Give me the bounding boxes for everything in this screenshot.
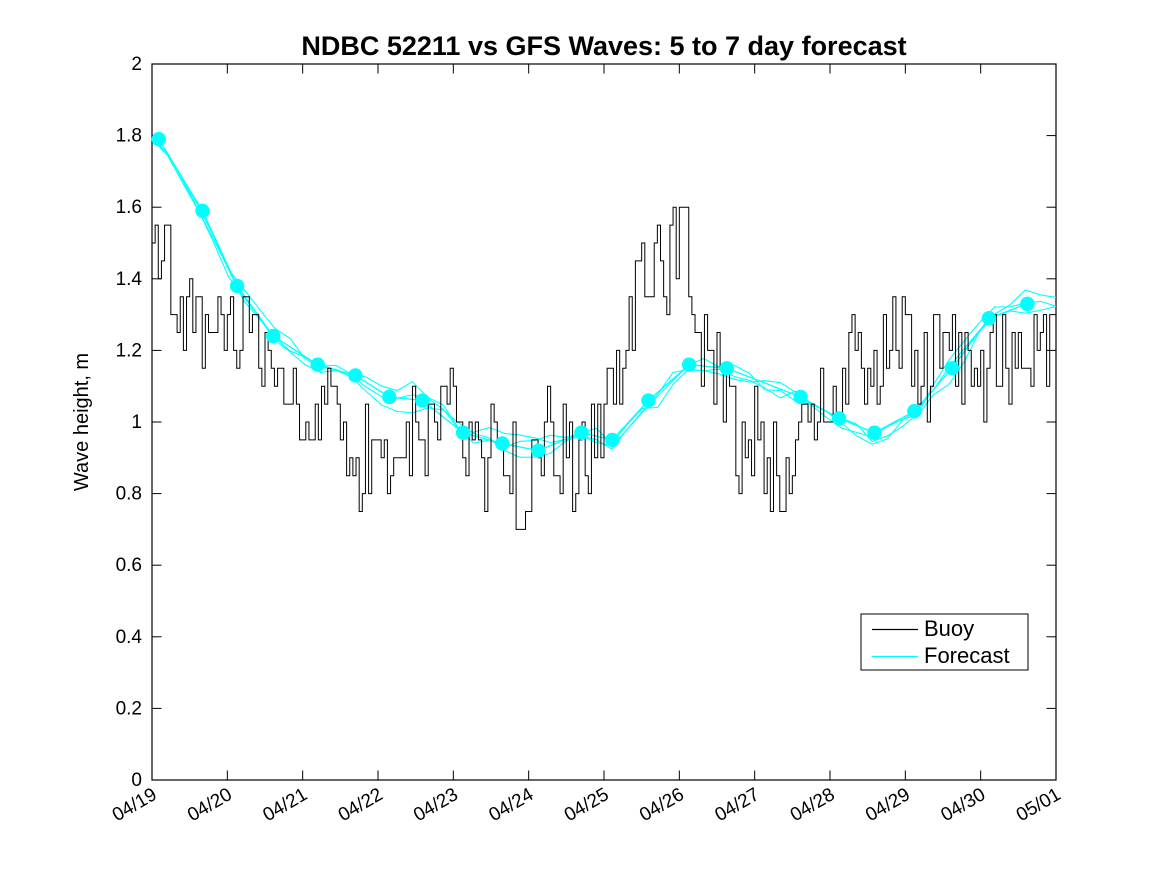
- svg-text:0.2: 0.2: [116, 698, 142, 719]
- svg-text:1: 1: [131, 412, 142, 433]
- svg-text:0.6: 0.6: [116, 555, 142, 576]
- svg-text:Buoy: Buoy: [924, 616, 974, 641]
- svg-text:Forecast: Forecast: [924, 643, 1010, 668]
- svg-text:1.4: 1.4: [116, 269, 143, 290]
- svg-text:1.2: 1.2: [116, 340, 142, 361]
- svg-text:1.6: 1.6: [116, 197, 142, 218]
- svg-text:0.8: 0.8: [116, 484, 142, 505]
- svg-text:NDBC 52211 vs GFS Waves: 5 to: NDBC 52211 vs GFS Waves: 5 to 7 day fore…: [301, 31, 906, 61]
- svg-text:Wave height, m: Wave height, m: [71, 353, 93, 491]
- svg-text:0.4: 0.4: [116, 627, 143, 648]
- svg-text:1.8: 1.8: [116, 126, 142, 147]
- svg-text:2: 2: [131, 54, 142, 75]
- svg-text:0: 0: [131, 770, 142, 791]
